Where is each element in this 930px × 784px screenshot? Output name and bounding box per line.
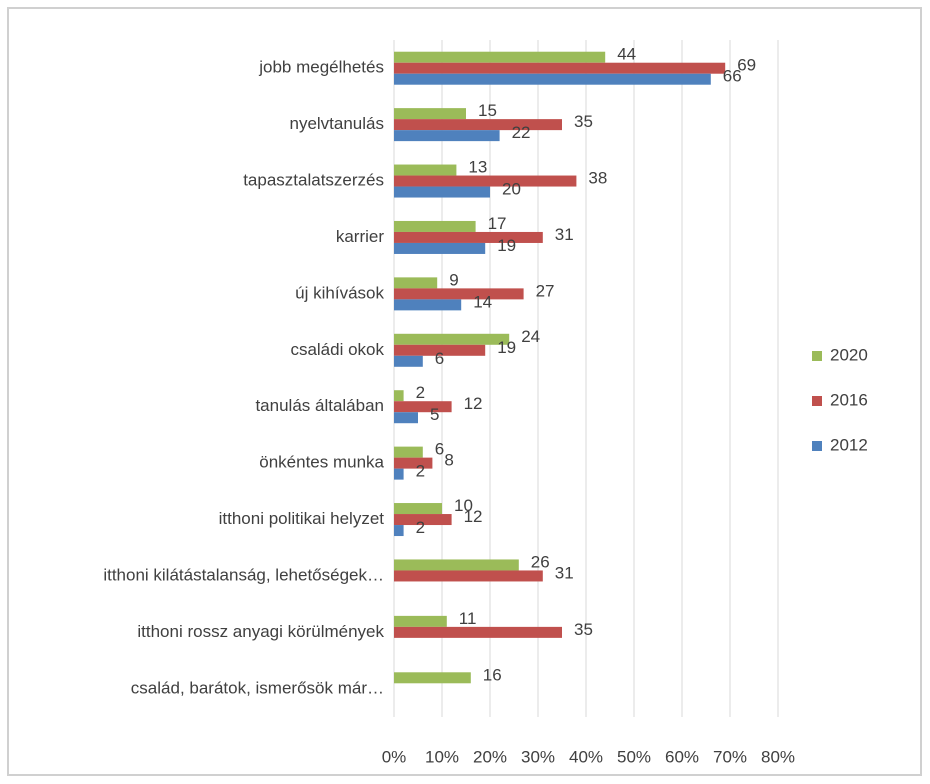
bar <box>394 514 452 526</box>
bar <box>394 615 447 627</box>
x-tick-label: 20% <box>473 747 507 766</box>
data-label: 6 <box>435 349 444 368</box>
bar <box>394 277 438 289</box>
data-label: 13 <box>468 158 487 177</box>
data-label: 22 <box>512 123 531 142</box>
x-tick-label: 50% <box>617 747 651 766</box>
bar <box>394 175 577 187</box>
bar <box>394 231 543 243</box>
data-label: 26 <box>531 552 550 571</box>
y-tick-label: családi okok <box>290 340 384 359</box>
data-label: 5 <box>430 405 439 424</box>
y-tick-label: önkéntes munka <box>259 453 384 472</box>
y-tick-label: új kihívások <box>295 283 384 302</box>
data-label: 35 <box>574 620 593 639</box>
bar <box>394 119 562 131</box>
bar <box>394 503 442 515</box>
bar <box>394 672 471 684</box>
x-tick-label: 60% <box>665 747 699 766</box>
bar <box>394 299 462 311</box>
y-tick-label: itthoni rossz anyagi körülmények <box>137 622 384 641</box>
data-label: 9 <box>449 270 458 289</box>
data-label: 8 <box>444 451 453 470</box>
data-label: 2 <box>416 518 425 537</box>
data-label: 31 <box>555 225 574 244</box>
bar <box>394 164 457 176</box>
bar <box>394 468 404 480</box>
legend-label: 2012 <box>830 435 868 454</box>
y-tick-label: karrier <box>336 227 385 246</box>
legend-swatch <box>812 396 822 406</box>
bar <box>394 186 490 198</box>
data-label: 31 <box>555 563 574 582</box>
legend-label: 2020 <box>830 345 868 364</box>
x-tick-label: 30% <box>521 747 555 766</box>
bar <box>394 242 486 254</box>
bar <box>394 220 476 232</box>
bar <box>394 559 519 571</box>
data-label: 12 <box>464 394 483 413</box>
y-tick-label: család, barátok, ismerősök már… <box>131 678 384 697</box>
bar <box>394 130 500 142</box>
data-label: 66 <box>723 67 742 86</box>
y-tick-label: jobb megélhetés <box>258 58 384 77</box>
data-label: 17 <box>488 214 507 233</box>
data-label: 69 <box>737 56 756 75</box>
bar <box>394 446 423 458</box>
bar <box>394 401 452 413</box>
x-tick-label: 10% <box>425 747 459 766</box>
data-label: 19 <box>497 236 516 255</box>
x-tick-label: 0% <box>382 747 407 766</box>
bar <box>394 344 486 356</box>
legend-swatch <box>812 351 822 361</box>
legend-label: 2016 <box>830 390 868 409</box>
bar <box>394 570 543 582</box>
data-label: 10 <box>454 496 473 515</box>
y-tick-label: tapasztalatszerzés <box>243 171 384 190</box>
data-label: 14 <box>473 292 492 311</box>
bar <box>394 626 562 638</box>
bar <box>394 62 726 74</box>
y-tick-label: itthoni politikai helyzet <box>219 509 385 528</box>
data-label: 44 <box>617 45 636 64</box>
data-label: 16 <box>483 665 502 684</box>
data-label: 35 <box>574 112 593 131</box>
data-label: 20 <box>502 180 521 199</box>
y-tick-label: nyelvtanulás <box>289 114 384 133</box>
bar <box>394 390 404 402</box>
bar <box>394 73 711 85</box>
bar <box>394 333 510 345</box>
bar <box>394 288 524 300</box>
data-label: 38 <box>588 169 607 188</box>
x-tick-label: 70% <box>713 747 747 766</box>
legend-swatch <box>812 441 822 451</box>
data-label: 11 <box>459 609 477 628</box>
data-label: 27 <box>536 281 555 300</box>
data-label: 24 <box>521 327 540 346</box>
y-tick-label: itthoni kilátástalanság, lehetőségek… <box>103 565 384 584</box>
bar <box>394 108 466 120</box>
bar <box>394 412 418 424</box>
x-tick-label: 80% <box>761 747 795 766</box>
data-label: 19 <box>497 338 516 357</box>
bar <box>394 51 606 63</box>
data-label: 2 <box>416 383 425 402</box>
bar <box>394 525 404 537</box>
data-label: 6 <box>435 440 444 459</box>
data-label: 15 <box>478 101 497 120</box>
y-tick-label: tanulás általában <box>255 396 384 415</box>
data-label: 12 <box>464 507 483 526</box>
bar <box>394 355 423 367</box>
data-label: 2 <box>416 462 425 481</box>
x-tick-label: 40% <box>569 747 603 766</box>
bar <box>394 457 433 469</box>
